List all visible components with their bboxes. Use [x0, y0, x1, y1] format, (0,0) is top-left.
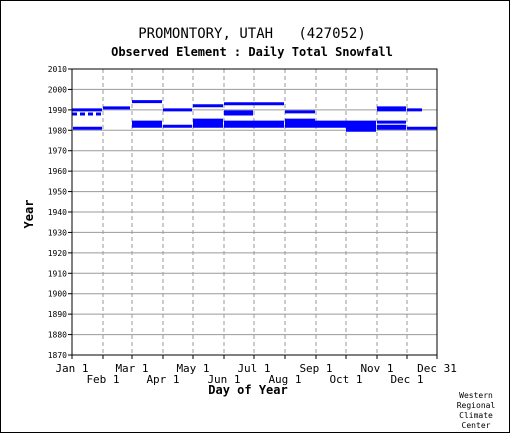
y-axis-ticks: 1870 1880 1890 1900 1910 1920 1930 1940 1950 1960… [48, 65, 72, 360]
x-tick-label: Sep 1 [299, 362, 332, 375]
y-tick-label: 1910 [48, 269, 67, 278]
credit-line: Regional [457, 401, 496, 410]
chart-title: PROMONTORY, UTAH (427052) [138, 26, 366, 42]
y-tick-label: 1900 [48, 290, 67, 299]
x-tick-label: Jun 1 [207, 373, 240, 386]
chart-subtitle: Observed Element : Daily Total Snowfall [111, 45, 393, 59]
y-axis-label: Year [22, 200, 36, 229]
y-tick-label: 1930 [48, 228, 67, 237]
y-tick-label: 1990 [48, 106, 67, 115]
x-axis-ticks: Jan 1 Mar 1 May 1 Jul 1 Sep 1 Nov 1 Dec 31 Feb … [55, 355, 457, 386]
y-tick-label: 1950 [48, 188, 67, 197]
x-tick-label: May 1 [176, 362, 209, 375]
x-tick-label: Oct 1 [329, 373, 362, 386]
y-tick-label: 1940 [48, 208, 67, 217]
snowfall-series [72, 100, 437, 132]
x-tick-label: Dec 31 [417, 362, 457, 375]
y-tick-label: 2000 [48, 85, 67, 94]
x-tick-label: Feb 1 [86, 373, 119, 386]
y-tick-label: 1880 [48, 331, 67, 340]
credit-line: Climate [459, 411, 493, 420]
x-tick-label: Mar 1 [115, 362, 148, 375]
x-tick-label: Dec 1 [390, 373, 423, 386]
y-tick-label: 1890 [48, 310, 67, 319]
y-tick-label: 1980 [48, 126, 67, 135]
credit-line: Center [462, 421, 491, 430]
y-tick-label: 2010 [48, 65, 67, 74]
plot-grid [72, 68, 437, 356]
x-tick-label: Jan 1 [55, 362, 88, 375]
x-axis-label: Day of Year [208, 383, 287, 397]
credit-line: Western [459, 391, 493, 400]
y-tick-label: 1870 [48, 351, 67, 360]
y-tick-label: 1960 [48, 167, 67, 176]
x-tick-label: Jul 1 [237, 362, 270, 375]
y-tick-label: 1920 [48, 249, 67, 258]
x-tick-label: Nov 1 [360, 362, 393, 375]
x-tick-label: Aug 1 [268, 373, 301, 386]
x-tick-label: Apr 1 [146, 373, 179, 386]
y-tick-label: 1970 [48, 147, 67, 156]
